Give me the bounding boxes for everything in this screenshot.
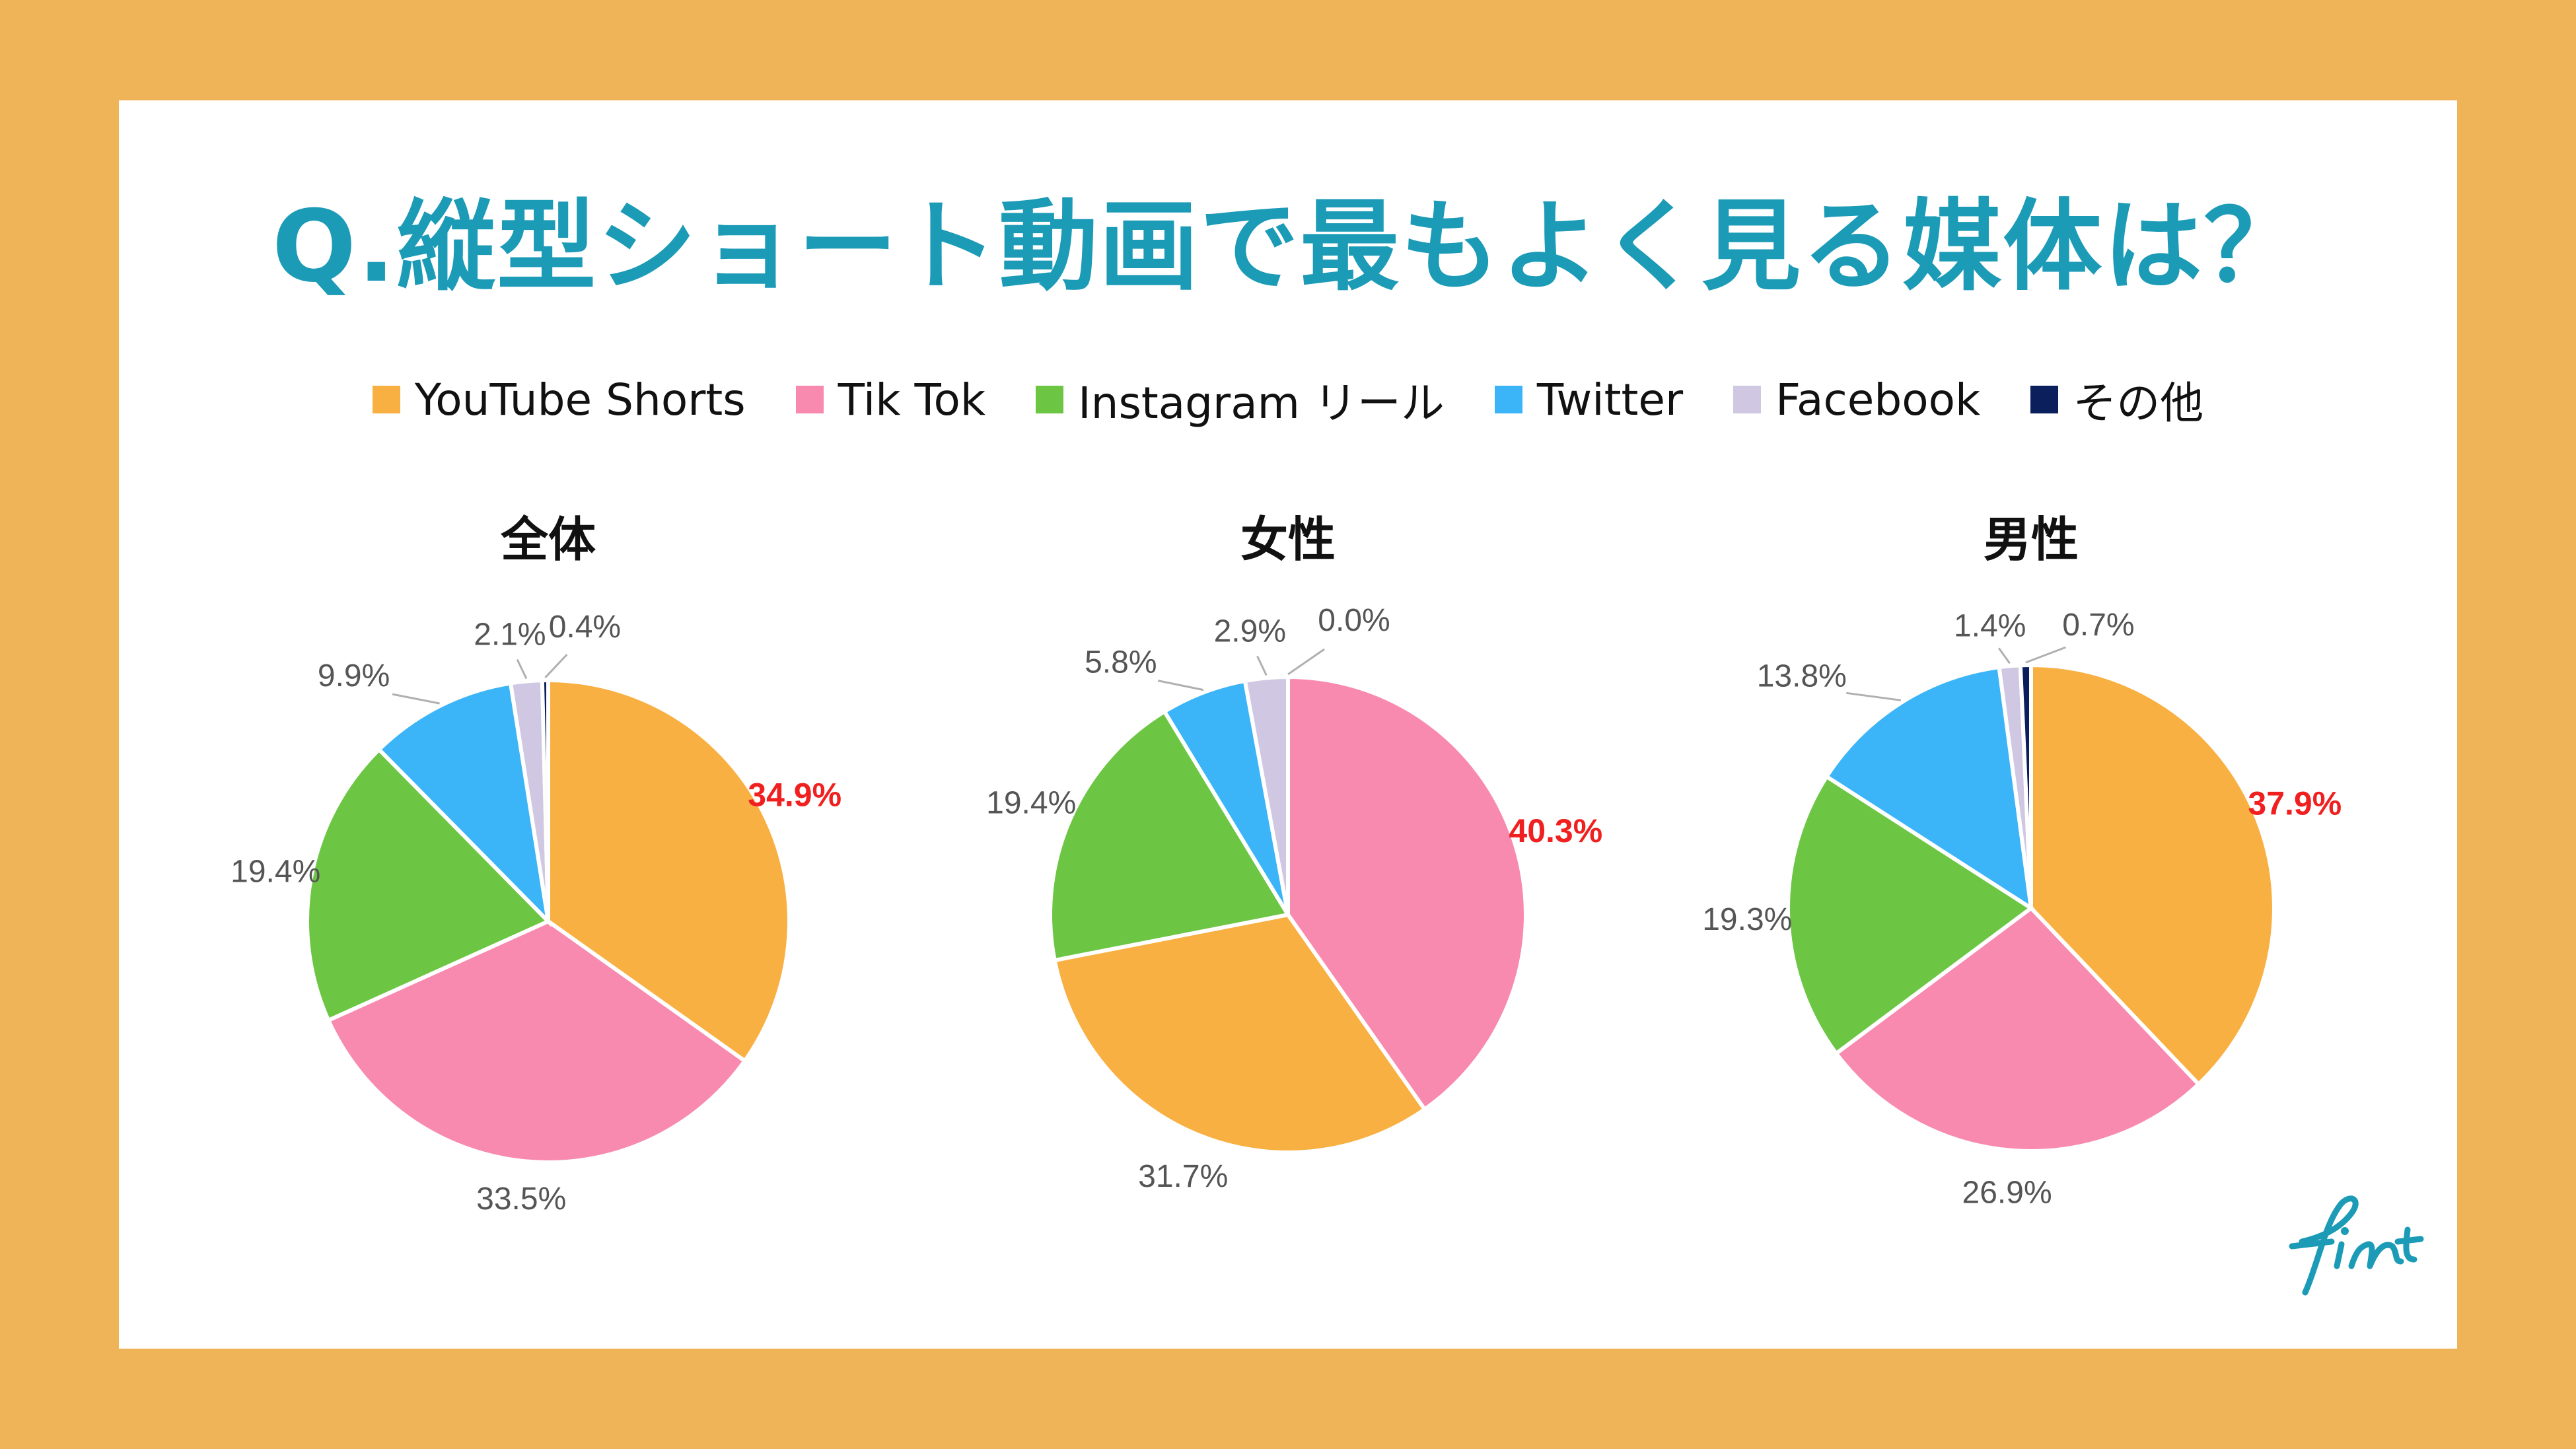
pie-label-1-twitter: 5.8%	[1085, 645, 1157, 680]
legend-label-instagram-reels: Instagram リール	[1078, 378, 1445, 429]
pie-label-0-facebook: 2.1%	[474, 618, 546, 653]
legend-swatch-twitter	[1494, 386, 1522, 413]
pie-label-0-youtube-shorts: 34.9%	[748, 776, 841, 813]
legend-item-twitter: Twitter	[1494, 374, 1684, 425]
pie-slice-0-other	[540, 678, 550, 922]
legend-swatch-facebook	[1733, 386, 1762, 413]
pie-slice-1-tik-tok	[1286, 674, 1528, 1112]
pie-title-1: 女性	[1240, 512, 1336, 567]
pie-slice-0-twitter	[376, 681, 552, 927]
pie-leader-2-facebook	[1997, 647, 2011, 664]
legend-label-tiktok: Tik Tok	[838, 374, 986, 425]
pie-leader-0-other	[544, 653, 568, 679]
pie-slice-2-tik-tok	[1833, 905, 2201, 1153]
fint-logo	[2289, 1195, 2424, 1296]
pie-title-0: 全体	[500, 512, 596, 567]
legend-item-facebook: Facebook	[1733, 374, 1980, 425]
pie-label-2-instagram: 19.3%	[1702, 902, 1792, 937]
legend-item-tiktok: Tik Tok	[795, 374, 986, 425]
pie-leader-2-twitter	[1846, 691, 1901, 701]
pie-leader-1-other	[1287, 648, 1325, 676]
legend-swatch-instagram-reels	[1036, 386, 1064, 413]
legend-item-other: その他	[2030, 368, 2203, 431]
legend-label-other: その他	[2073, 378, 2204, 429]
pie-slice-1-instagram	[1048, 709, 1291, 963]
pie-slice-0-instagram	[305, 746, 552, 1023]
pie-slice-0-youtube-shorts	[546, 678, 791, 1064]
pie-label-2-tik-tok: 26.9%	[1962, 1176, 2052, 1211]
pie-label-1-facebook: 2.9%	[1214, 614, 1286, 649]
chart-title: Q.縦型ショート動画で最もよく見る媒体は？	[271, 190, 2305, 304]
legend-label-facebook: Facebook	[1775, 374, 1981, 425]
pie-slice-2-instagram	[1786, 773, 2035, 1057]
legend-item-instagram-reels: Instagram リール	[1036, 368, 1445, 431]
pie-leader-1-twitter	[1157, 680, 1204, 691]
pie-label-0-instagram: 19.4%	[231, 855, 320, 890]
legend-swatch-tiktok	[795, 386, 824, 413]
pie-label-1-tik-tok: 40.3%	[1509, 812, 1602, 849]
pie-slice-2-youtube-shorts	[2029, 662, 2276, 1087]
pie-label-0-tik-tok: 33.5%	[476, 1182, 566, 1217]
legend: YouTube Shorts Tik Tok Instagram リール Twi…	[119, 368, 2457, 431]
legend-item-youtube-shorts: YouTube Shorts	[372, 374, 746, 425]
pie-leader-1-facebook	[1256, 655, 1268, 676]
legend-swatch-youtube-shorts	[372, 386, 400, 413]
pie-slice-0-tik-tok	[326, 919, 748, 1164]
pie-slice-1-facebook	[1242, 674, 1290, 915]
pie-charts: 全体 34.9% 33.5% 19.4% 9.9% 2.1% 0.4% 女性 40.3% 31.7…	[231, 512, 2342, 1217]
pie-label-0-twitter: 9.9%	[318, 658, 390, 693]
chart-card: Q.縦型ショート動画で最もよく見る媒体は？ YouTube Shorts Tik…	[119, 100, 2457, 1349]
pie-slice-2-other	[2018, 662, 2033, 909]
legend-label-twitter: Twitter	[1536, 374, 1684, 425]
pie-label-1-youtube-shorts: 31.7%	[1138, 1159, 1228, 1194]
legend-swatch-other	[2030, 386, 2059, 413]
pie-leader-0-facebook	[516, 658, 528, 680]
pie-label-0-other: 0.4%	[549, 610, 621, 645]
pie-leader-2-other	[2025, 646, 2066, 664]
pie-title-2: 男性	[1984, 512, 2079, 567]
pie-label-2-other: 0.7%	[2062, 608, 2134, 643]
pie-label-2-twitter: 13.8%	[1757, 658, 1847, 693]
pie-label-1-instagram: 19.4%	[986, 785, 1076, 820]
pie-label-2-facebook: 1.4%	[1954, 608, 2026, 643]
pie-slice-1-youtube-shorts	[1052, 912, 1428, 1154]
pie-slice-2-twitter	[1824, 664, 2034, 913]
pie-label-2-youtube-shorts: 37.9%	[2248, 785, 2342, 822]
pie-label-1-other: 0.0%	[1318, 603, 1390, 638]
pie-leader-0-twitter	[392, 693, 440, 705]
legend-label-youtube-shorts: YouTube Shorts	[414, 374, 746, 425]
